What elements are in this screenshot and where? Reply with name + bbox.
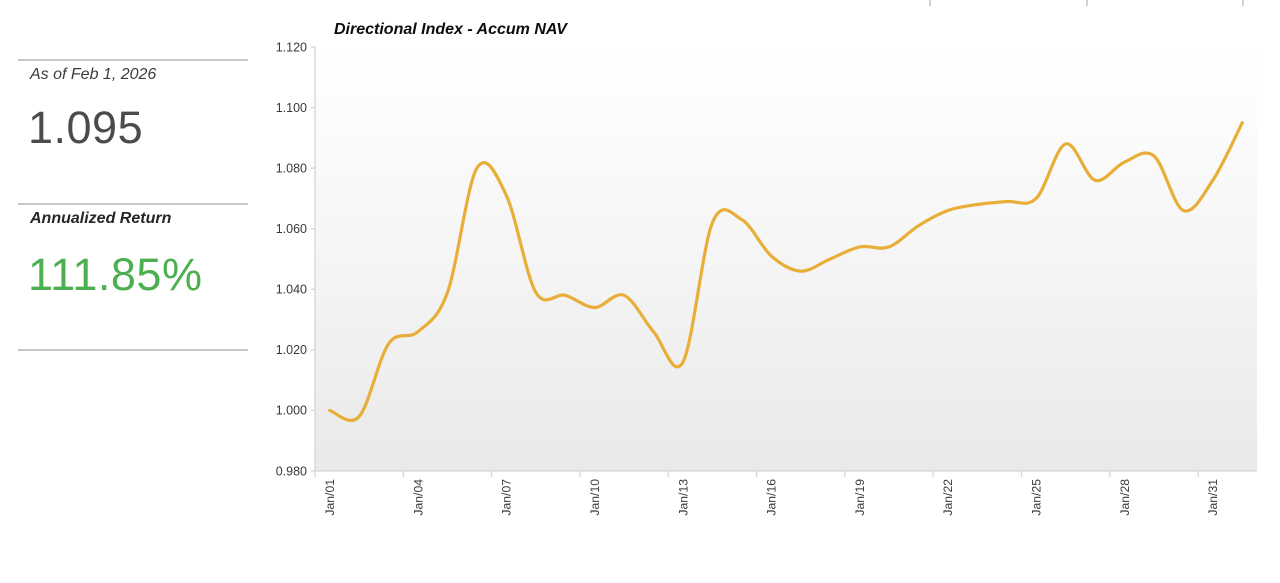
plot-area-bg	[315, 47, 1257, 471]
x-axis-tick-label: Jan/19	[853, 479, 867, 516]
y-axis-labels: 1.120 1.100 1.080 1.060 1.040 1.020 1.000 0.980	[276, 40, 315, 478]
as-of-date-label: As of Feb 1, 2026	[30, 66, 157, 83]
nav-value: 1.095	[28, 102, 144, 153]
y-axis-tick-label: 1.060	[276, 222, 307, 236]
y-axis-tick-label: 1.120	[276, 40, 307, 54]
table-border-artifact	[1242, 0, 1244, 6]
x-axis-tick-label: Jan/31	[1206, 479, 1220, 516]
y-axis-tick-label: 1.000	[276, 404, 307, 418]
y-axis-tick-label: 1.100	[276, 101, 307, 115]
y-axis-tick-label: 1.020	[276, 343, 307, 357]
nav-line-series	[328, 121, 1244, 422]
x-axis-tick-label: Jan/07	[500, 479, 514, 516]
x-axis-tick-label: Jan/16	[765, 479, 779, 516]
x-axis-tick-label: Jan/22	[941, 479, 955, 516]
x-axis-labels: Jan/01 Jan/04 Jan/07 Jan/10 Jan/13 Jan/16 Jan/…	[323, 479, 1220, 516]
x-axis-tick-label: Jan/25	[1030, 479, 1044, 516]
annualized-return-label: Annualized Return	[30, 210, 172, 227]
x-axis-tick-label: Jan/28	[1118, 479, 1132, 516]
table-border-artifact	[1086, 0, 1088, 6]
x-axis-tick-label: Jan/01	[323, 479, 337, 516]
x-axis-tick-label: Jan/10	[588, 479, 602, 516]
table-border-artifact	[929, 0, 931, 6]
chart-title: Directional Index - Accum NAV	[334, 21, 567, 38]
annualized-return-value: 111.85%	[28, 249, 203, 300]
divider	[18, 349, 248, 351]
x-axis-tick-label: Jan/04	[411, 479, 425, 516]
y-axis-tick-label: 1.080	[276, 161, 307, 175]
divider	[18, 59, 248, 61]
x-axis-tick-label: Jan/13	[676, 479, 690, 516]
y-axis-tick-label: 0.980	[276, 464, 307, 478]
x-axis-ticks	[314, 471, 1199, 477]
divider	[18, 203, 248, 205]
y-axis-tick-label: 1.040	[276, 283, 307, 297]
